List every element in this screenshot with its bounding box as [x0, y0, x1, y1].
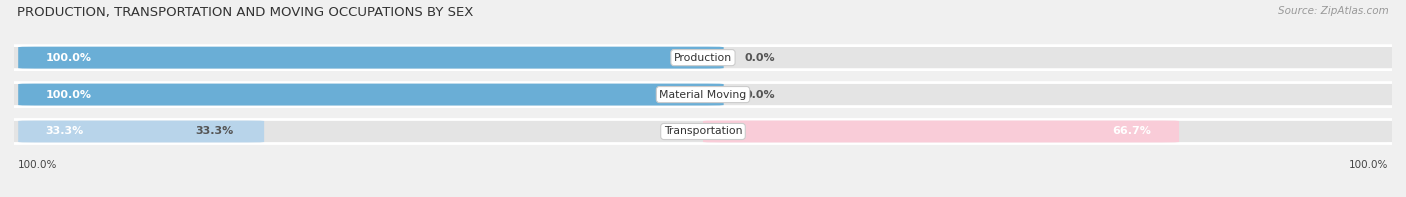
Text: 100.0%: 100.0%: [18, 160, 58, 170]
Text: 100.0%: 100.0%: [1348, 160, 1388, 170]
Text: 0.0%: 0.0%: [744, 53, 775, 63]
Text: Production: Production: [673, 53, 733, 63]
Text: Source: ZipAtlas.com: Source: ZipAtlas.com: [1278, 6, 1389, 16]
Text: Material Moving: Material Moving: [659, 90, 747, 99]
Text: 33.3%: 33.3%: [46, 126, 84, 137]
Text: 100.0%: 100.0%: [46, 53, 91, 63]
Text: 0.0%: 0.0%: [744, 90, 775, 99]
FancyBboxPatch shape: [0, 120, 1406, 143]
FancyBboxPatch shape: [18, 84, 724, 106]
Text: 33.3%: 33.3%: [195, 126, 233, 137]
FancyBboxPatch shape: [0, 46, 1406, 70]
Text: Transportation: Transportation: [664, 126, 742, 137]
FancyBboxPatch shape: [0, 83, 1406, 107]
Text: PRODUCTION, TRANSPORTATION AND MOVING OCCUPATIONS BY SEX: PRODUCTION, TRANSPORTATION AND MOVING OC…: [17, 6, 474, 19]
FancyBboxPatch shape: [18, 121, 264, 142]
Text: 100.0%: 100.0%: [46, 90, 91, 99]
FancyBboxPatch shape: [703, 121, 1180, 142]
FancyBboxPatch shape: [18, 47, 724, 69]
Text: 66.7%: 66.7%: [1112, 126, 1152, 137]
